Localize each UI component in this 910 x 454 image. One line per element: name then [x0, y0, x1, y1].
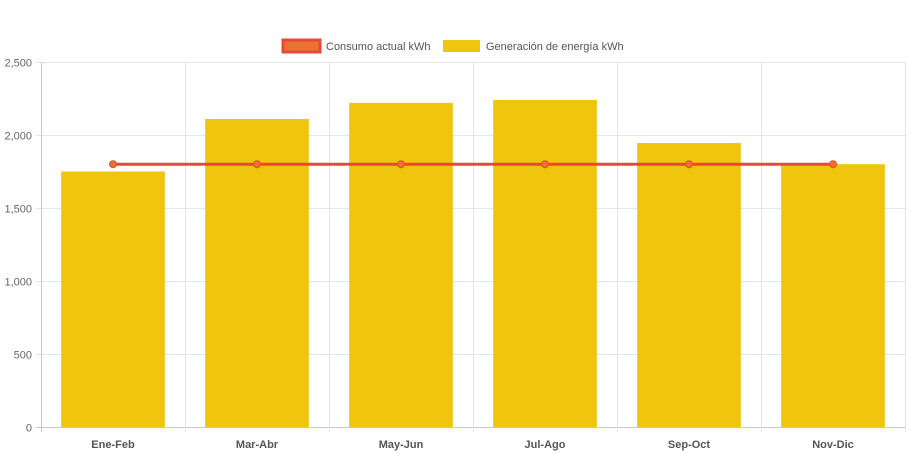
- y-tick-label: 2,000: [4, 131, 32, 143]
- line-series: [109, 160, 837, 169]
- y-tick-label: 1,000: [4, 277, 32, 289]
- x-tick-label: Mar-Abr: [236, 439, 279, 451]
- y-tick-label: 0: [26, 423, 32, 435]
- y-tick-label: 500: [14, 350, 32, 362]
- x-tick-label: Ene-Feb: [91, 439, 135, 451]
- point-consumo[interactable]: [829, 160, 837, 169]
- x-tick-label: Nov-Dic: [812, 439, 854, 451]
- legend[interactable]: Consumo actual kWh Generación de energía…: [281, 38, 624, 54]
- point-consumo[interactable]: [253, 160, 261, 169]
- bar-generacion[interactable]: [349, 102, 453, 427]
- x-tick-label: Sep-Oct: [668, 439, 711, 451]
- legend-item-generacion[interactable]: Generación de energía kWh: [443, 40, 624, 53]
- y-tick-label: 2,500: [4, 58, 32, 70]
- x-tick-label: May-Jun: [379, 439, 424, 451]
- point-consumo[interactable]: [541, 160, 549, 169]
- legend-item-consumo[interactable]: Consumo actual kWh: [281, 38, 431, 54]
- bar-series: [61, 99, 885, 428]
- legend-label-consumo: Consumo actual kWh: [326, 41, 431, 53]
- point-consumo[interactable]: [109, 160, 117, 169]
- legend-swatch-generacion: [443, 40, 480, 52]
- point-consumo[interactable]: [685, 160, 693, 169]
- grid-lines: [36, 62, 906, 432]
- axes: 0 500 1,000 1,500 2,000 2,500 Ene-Feb Mar-Abr Ma…: [4, 58, 853, 452]
- point-consumo[interactable]: [397, 160, 405, 169]
- legend-swatch-consumo: [281, 38, 322, 54]
- x-tick-label: Jul-Ago: [525, 439, 566, 451]
- bar-generacion[interactable]: [493, 99, 597, 428]
- bar-generacion[interactable]: [205, 118, 309, 427]
- legend-label-generacion: Generación de energía kWh: [486, 41, 624, 53]
- y-tick-label: 1,500: [4, 204, 32, 216]
- bar-generacion[interactable]: [61, 171, 165, 428]
- bar-generacion[interactable]: [781, 164, 885, 427]
- bar-generacion[interactable]: [637, 143, 741, 427]
